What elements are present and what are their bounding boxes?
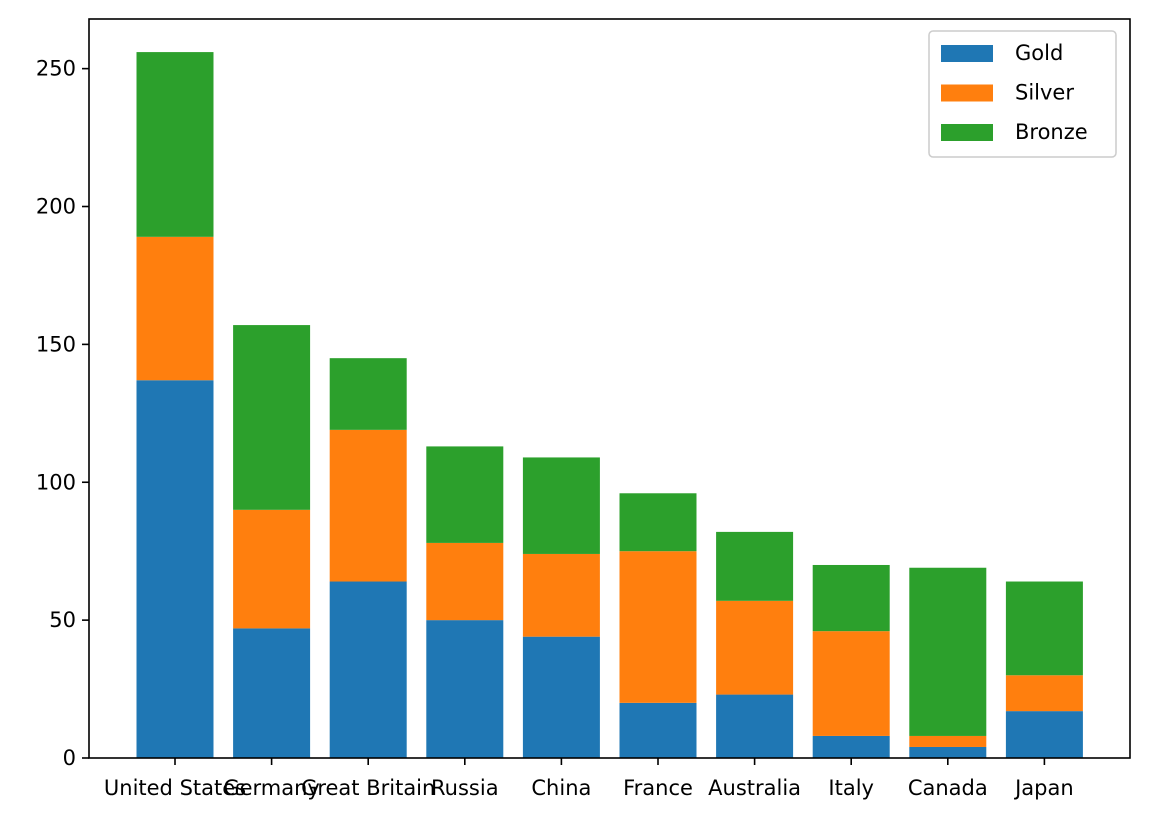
- y-tick-label: 50: [49, 608, 76, 632]
- bar-australia-bronze: [716, 531, 794, 601]
- bar-japan-bronze: [1005, 581, 1083, 676]
- bar-australia-gold: [716, 694, 794, 758]
- legend-label-bronze: Bronze: [1015, 120, 1088, 144]
- bar-france-gold: [619, 702, 697, 758]
- bar-germany-silver: [233, 509, 311, 629]
- bar-russia-silver: [426, 542, 504, 621]
- x-tick-label-united-states: United States: [104, 776, 246, 800]
- bar-china-gold: [522, 636, 600, 758]
- bar-canada-bronze: [909, 567, 987, 736]
- bar-russia-gold: [426, 620, 504, 758]
- y-tick-label: 250: [36, 57, 76, 81]
- x-tick-label-canada: Canada: [908, 776, 988, 800]
- bar-china-silver: [522, 553, 600, 637]
- bar-germany-bronze: [233, 325, 311, 510]
- x-tick-label-italy: Italy: [828, 776, 874, 800]
- legend-swatch-bronze: [941, 124, 993, 141]
- y-tick-label: 100: [36, 470, 76, 494]
- bar-italy-gold: [812, 735, 890, 758]
- bars-layer: [136, 52, 1083, 758]
- bar-united-states-gold: [136, 380, 214, 758]
- bar-germany-gold: [233, 628, 311, 758]
- bar-italy-silver: [812, 631, 890, 736]
- bar-canada-gold: [909, 746, 987, 758]
- y-tick-label: 150: [36, 332, 76, 356]
- x-tick-label-japan: Japan: [1013, 776, 1074, 800]
- bar-united-states-silver: [136, 236, 214, 381]
- x-tick-label-france: France: [623, 776, 693, 800]
- x-tick-label-germany: Germany: [223, 776, 320, 800]
- y-axis: 0 50 100 150 200 250: [36, 57, 89, 770]
- x-tick-label-russia: Russia: [431, 776, 499, 800]
- bar-russia-bronze: [426, 446, 504, 543]
- bar-australia-silver: [716, 600, 794, 695]
- legend-label-gold: Gold: [1015, 41, 1063, 65]
- y-tick-label: 0: [63, 746, 76, 770]
- legend-label-silver: Silver: [1015, 81, 1074, 105]
- bar-italy-bronze: [812, 564, 890, 632]
- bar-united-states-bronze: [136, 52, 214, 237]
- x-tick-label-australia: Australia: [708, 776, 801, 800]
- legend: Gold Silver Bronze: [928, 30, 1117, 158]
- plot-frame: [88, 18, 1131, 759]
- bar-japan-silver: [1005, 675, 1083, 712]
- legend-swatch-gold: [941, 45, 993, 62]
- bar-japan-gold: [1005, 711, 1083, 758]
- x-tick-label-china: China: [531, 776, 591, 800]
- legend-swatch-silver: [941, 84, 993, 102]
- x-tick-label-great-britain: Great Britain: [301, 776, 435, 800]
- bar-canada-silver: [909, 735, 987, 747]
- bar-great-britain-silver: [329, 429, 407, 582]
- y-tick-label: 200: [36, 195, 76, 219]
- bar-china-bronze: [522, 457, 600, 554]
- bar-france-silver: [619, 551, 697, 703]
- bar-france-bronze: [619, 493, 697, 552]
- bar-great-britain-gold: [329, 581, 407, 758]
- bar-great-britain-bronze: [329, 358, 407, 430]
